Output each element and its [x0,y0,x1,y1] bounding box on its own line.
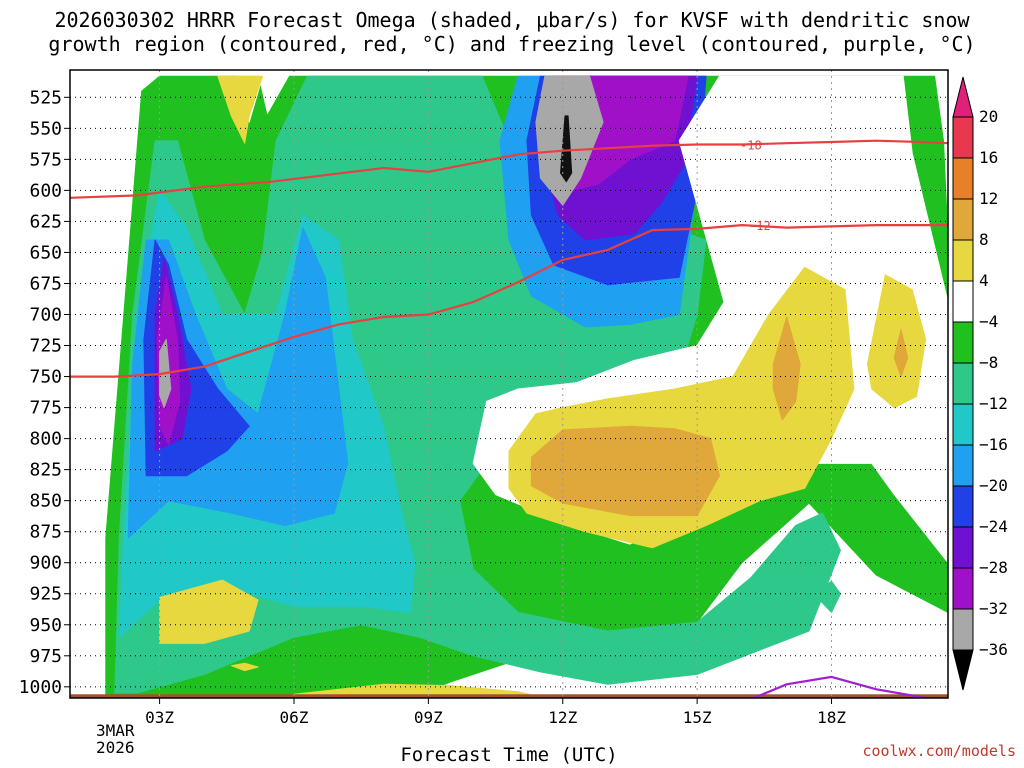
x-tick-label-06Z: 06Z [280,708,309,727]
y-tick-label-525: 525 [29,87,62,108]
y-tick-label-600: 600 [29,180,62,201]
colorbar-label-6: −8 [979,353,998,372]
date-label: 3MAR 2026 [96,722,135,756]
colorbar-bin-3 [952,239,974,282]
x-tick-label-09Z: 09Z [414,708,443,727]
colorbar-label-1: 16 [979,148,998,167]
y-tick-label-800: 800 [29,429,62,450]
x-tick-label-18Z: 18Z [817,708,846,727]
colorbar-label-10: −24 [979,517,1008,536]
y-tick-label-775: 775 [29,398,62,419]
colorbar-label-5: −4 [979,312,998,331]
colorbar-label-2: 12 [979,189,998,208]
x-axis: 03Z 06Z 09Z 12Z 15Z 18Z [145,698,846,727]
colorbar-bin-1 [952,157,974,200]
y-tick-label-750: 750 [29,367,62,388]
colorbar-label-12: −32 [979,599,1008,618]
y-tick-label-875: 875 [29,522,62,543]
colorbar-label-8: −16 [979,435,1008,454]
y-tick-label-1000: 1000 [19,677,62,698]
y-tick-label-900: 900 [29,553,62,574]
colorbar-bin-7 [952,403,974,446]
freezing-level-contour [750,675,934,698]
colorbar-label-3: 8 [979,230,989,249]
omega-region-19 [866,274,927,409]
omega-shading [70,75,948,698]
colorbar-bottom-arrow [952,649,974,691]
y-tick-label-725: 725 [29,336,62,357]
contour-lines: -18 -12 [70,138,948,698]
contour-label-12: -12 [749,219,771,233]
omega-region-22 [159,579,259,644]
x-tick-label-12Z: 12Z [548,708,577,727]
colorbar-label-4: 4 [979,271,989,290]
y-tick-label-825: 825 [29,460,62,481]
y-tick-label-575: 575 [29,149,62,170]
colorbar: 20 16 12 8 4 −4 −8 −12 −16 −20 −24 −28 −32 −36 [952,76,1008,691]
x-tick-label-15Z: 15Z [683,708,712,727]
y-tick-label-625: 625 [29,211,62,232]
credit-link[interactable]: coolwx.com/models [862,742,1016,760]
y-tick-label-975: 975 [29,646,62,667]
y-tick-label-925: 925 [29,584,62,605]
x-tick-label-03Z: 03Z [145,708,174,727]
omega-region-21 [217,75,264,144]
colorbar-bin-11 [952,567,974,610]
colorbar-bin-4 [952,280,974,323]
dendritic-contour-1 [70,223,948,378]
colorbar-bin-8 [952,444,974,487]
y-tick-label-700: 700 [29,304,62,325]
colorbar-label-9: −20 [979,476,1008,495]
omega-region-14 [560,115,573,183]
colorbar-bin-0 [952,116,974,159]
colorbar-bin-5 [952,321,974,364]
omega-region-24 [230,662,259,672]
y-axis: 525 550 575 600 625 650 675 700 725 750 775 800 825 8… [19,87,70,698]
terrain-strip [70,694,948,698]
omega-region-20 [893,328,909,378]
colorbar-bin-6 [952,362,974,405]
chart-title-line-1: 2026030302 HRRR Forecast Omega (shaded, … [54,8,970,32]
colorbar-bin-9 [952,485,974,528]
y-tick-label-675: 675 [29,273,62,294]
date-label-year: 2026 [96,738,135,757]
y-tick-label-550: 550 [29,118,62,139]
colorbar-label-7: −12 [979,394,1008,413]
x-axis-label: Forecast Time (UTC) [400,744,618,766]
colorbar-label-11: −28 [979,558,1008,577]
y-tick-label-650: 650 [29,242,62,263]
date-label-day: 3MAR [96,721,135,740]
dendritic-contour-0 [70,139,948,199]
y-tick-label-850: 850 [29,491,62,512]
y-tick-label-950: 950 [29,615,62,636]
plot-frame [69,69,949,699]
chart-title-line-2: growth region (contoured, red, °C) and f… [48,32,976,56]
contour-label-18: -18 [740,138,762,152]
omega-region-17 [530,425,720,517]
colorbar-label-13: −36 [979,640,1008,659]
colorbar-bin-12 [952,608,974,651]
grid-lines [70,70,948,698]
colorbar-top-arrow [952,76,974,118]
omega-region-18 [772,316,801,421]
colorbar-bin-10 [952,526,974,569]
colorbar-bin-2 [952,198,974,241]
colorbar-label-0: 20 [979,107,998,126]
